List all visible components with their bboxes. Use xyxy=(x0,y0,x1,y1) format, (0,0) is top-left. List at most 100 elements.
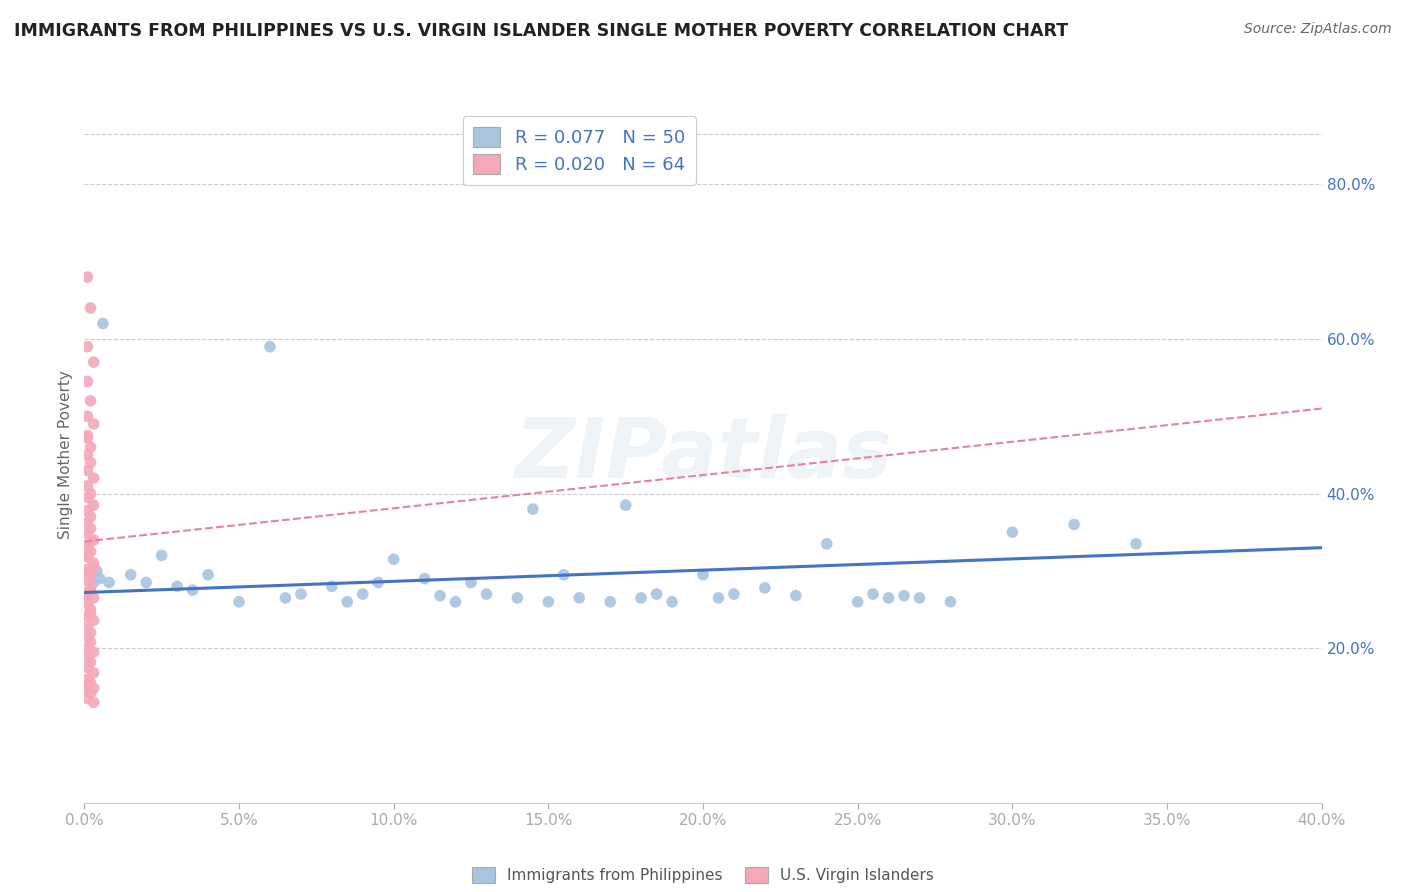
Point xyxy=(150,549,173,563)
Point xyxy=(76,270,98,285)
Point xyxy=(76,608,98,623)
Point xyxy=(79,635,101,649)
Point xyxy=(76,641,98,656)
Point xyxy=(120,567,142,582)
Point xyxy=(76,428,98,442)
Point xyxy=(1125,537,1147,551)
Point xyxy=(83,681,105,696)
Point xyxy=(83,533,105,547)
Point xyxy=(1063,517,1085,532)
Point xyxy=(382,552,405,566)
Point xyxy=(79,602,101,616)
Point xyxy=(352,587,374,601)
Point xyxy=(79,456,101,470)
Point xyxy=(661,595,683,609)
Point xyxy=(429,589,451,603)
Point xyxy=(460,575,482,590)
Point xyxy=(76,375,98,389)
Point xyxy=(79,486,101,500)
Point xyxy=(815,537,838,551)
Legend: Immigrants from Philippines, U.S. Virgin Islanders: Immigrants from Philippines, U.S. Virgin… xyxy=(463,858,943,892)
Point xyxy=(599,595,621,609)
Point xyxy=(76,660,98,674)
Point xyxy=(79,509,101,524)
Point xyxy=(83,695,105,709)
Point xyxy=(76,463,98,477)
Point xyxy=(166,579,188,593)
Point xyxy=(79,579,101,593)
Point xyxy=(723,587,745,601)
Point xyxy=(537,595,560,609)
Point xyxy=(76,566,98,580)
Point xyxy=(79,655,101,669)
Point xyxy=(862,587,884,601)
Point xyxy=(367,575,389,590)
Point xyxy=(76,516,98,530)
Point xyxy=(83,498,105,512)
Point xyxy=(846,595,869,609)
Point xyxy=(79,393,101,408)
Point xyxy=(91,317,114,331)
Point xyxy=(76,672,98,686)
Point xyxy=(475,587,498,601)
Point xyxy=(76,630,98,644)
Point xyxy=(79,544,101,558)
Point xyxy=(76,691,98,706)
Point xyxy=(336,595,359,609)
Point xyxy=(79,676,101,690)
Point xyxy=(83,591,105,605)
Point xyxy=(76,589,98,603)
Point xyxy=(83,417,105,431)
Point xyxy=(290,587,312,601)
Point xyxy=(893,589,915,603)
Point xyxy=(630,591,652,605)
Point xyxy=(877,591,900,605)
Point xyxy=(76,549,98,564)
Point xyxy=(1001,525,1024,540)
Point xyxy=(79,521,101,535)
Point xyxy=(76,549,98,563)
Text: Source: ZipAtlas.com: Source: ZipAtlas.com xyxy=(1244,22,1392,37)
Point xyxy=(568,591,591,605)
Point xyxy=(274,591,297,605)
Point xyxy=(76,503,98,517)
Point xyxy=(522,502,544,516)
Point xyxy=(76,491,98,505)
Point xyxy=(79,625,101,640)
Point xyxy=(83,613,105,627)
Point xyxy=(83,355,105,369)
Point xyxy=(79,686,101,700)
Point xyxy=(76,539,98,553)
Point xyxy=(413,572,436,586)
Point xyxy=(76,619,98,633)
Point xyxy=(228,595,250,609)
Point xyxy=(553,567,575,582)
Point xyxy=(83,560,105,574)
Point xyxy=(76,562,98,576)
Point xyxy=(754,581,776,595)
Point xyxy=(79,607,101,621)
Point xyxy=(197,567,219,582)
Point xyxy=(79,583,101,598)
Point xyxy=(939,595,962,609)
Point xyxy=(692,567,714,582)
Point xyxy=(259,340,281,354)
Point xyxy=(76,409,98,424)
Point xyxy=(83,471,105,485)
Point xyxy=(76,596,98,610)
Point xyxy=(76,585,98,599)
Point xyxy=(83,556,105,570)
Point xyxy=(83,645,105,659)
Point xyxy=(98,575,121,590)
Point xyxy=(79,534,101,549)
Point xyxy=(76,448,98,462)
Point xyxy=(76,650,98,665)
Y-axis label: Single Mother Poverty: Single Mother Poverty xyxy=(58,370,73,540)
Point xyxy=(908,591,931,605)
Text: IMMIGRANTS FROM PHILIPPINES VS U.S. VIRGIN ISLANDER SINGLE MOTHER POVERTY CORREL: IMMIGRANTS FROM PHILIPPINES VS U.S. VIRG… xyxy=(14,22,1069,40)
Point xyxy=(444,595,467,609)
Point xyxy=(76,431,98,445)
Point xyxy=(76,479,98,493)
Point xyxy=(79,301,101,315)
Point xyxy=(135,575,157,590)
